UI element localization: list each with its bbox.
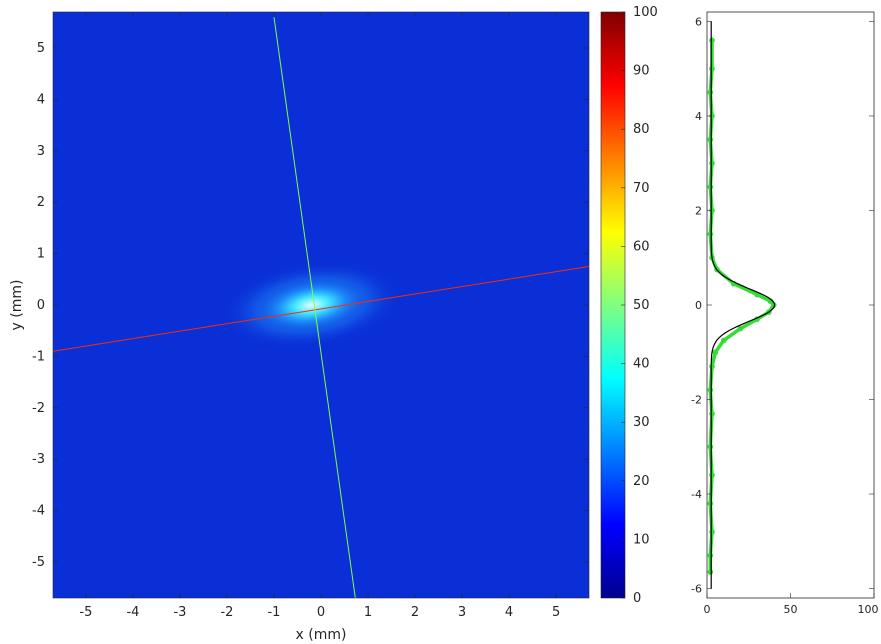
colorbar-tick-label: 10 <box>633 532 650 547</box>
colorbar-tick-label: 20 <box>633 474 650 489</box>
y-tick-label: 1 <box>37 247 45 262</box>
colorbar-tick-label: 90 <box>633 64 650 79</box>
x-tick-label: 1 <box>364 605 372 620</box>
profile-x-ticks: 0 50 100 <box>704 593 879 616</box>
y-tick-label: -3 <box>32 452 45 467</box>
y-tick-label: 4 <box>37 92 45 107</box>
colorbar-tick-label: 30 <box>633 415 650 430</box>
profile-data-point <box>709 37 715 44</box>
colorbar-tick-label: 70 <box>633 181 650 196</box>
beam-spot <box>255 277 368 333</box>
x-tick-label: -4 <box>126 605 139 620</box>
heatmap-plot: -5 -4 -3 -2 -1 0 1 2 3 4 5 5 4 3 2 1 0 -1 -2 -3 -4 -5 x (mm)… <box>9 11 590 643</box>
x-tick-label: 0 <box>317 605 325 620</box>
heatmap-x-label: x (mm) <box>296 627 347 643</box>
profile-data-point <box>707 569 714 575</box>
profile-data-point <box>707 89 714 96</box>
profile-data-point <box>707 552 714 559</box>
profile-x-tick-label: 50 <box>784 603 798 616</box>
x-tick-label: 2 <box>411 605 419 620</box>
profile-data-point <box>709 65 715 72</box>
x-tick-label: -3 <box>173 605 186 620</box>
x-tick-label: 5 <box>552 605 560 620</box>
profile-data-point <box>709 529 715 535</box>
colorbar-tick-label: 100 <box>633 5 658 20</box>
profile-data-point <box>709 363 715 370</box>
colorbar-tick-label: 40 <box>633 357 650 372</box>
profile-data-point <box>720 337 727 344</box>
colorbar-tick-label: 0 <box>633 591 641 606</box>
profile-data-point <box>712 349 719 356</box>
profile-x-tick-label: 100 <box>858 603 879 616</box>
red-axis-line <box>53 265 589 352</box>
x-tick-label: -5 <box>79 605 92 620</box>
y-tick-label: -1 <box>32 349 45 364</box>
x-tick-label: 3 <box>458 605 466 620</box>
profile-data-point <box>707 184 714 190</box>
heatmap-y-label: y (mm) <box>9 280 25 331</box>
x-tick-label: -2 <box>220 605 233 620</box>
profile-data-point <box>709 410 715 417</box>
profile-y-tick-label: -2 <box>691 394 702 407</box>
profile-y-tick-label: -4 <box>691 488 702 501</box>
profile-data-point <box>707 500 714 507</box>
profile-y-tick-label: 2 <box>695 204 702 217</box>
heatmap-y-ticks: 5 4 3 2 1 0 -1 -2 -3 -4 -5 <box>32 41 589 570</box>
profile-data-point <box>737 325 744 332</box>
profile-data-point <box>707 136 714 143</box>
profile-y-tick-label: 6 <box>695 15 702 28</box>
x-tick-label: 4 <box>505 605 513 620</box>
y-tick-label: 5 <box>37 41 45 56</box>
y-tick-label: -2 <box>32 401 45 416</box>
profile-frame <box>706 11 875 599</box>
profile-data-point <box>709 472 715 478</box>
profile-y-tick-label: 4 <box>695 110 702 123</box>
profile-y-tick-label: 0 <box>695 299 702 312</box>
profile-plot: 0 50 100 6 4 2 0 -2 -4 -6 <box>691 11 879 616</box>
y-tick-label: -5 <box>32 555 45 570</box>
colorbar-tick-label: 80 <box>633 122 650 137</box>
profile-data-point <box>707 443 714 450</box>
profile-data-point <box>709 160 715 167</box>
x-tick-label: -1 <box>267 605 280 620</box>
y-tick-label: -4 <box>32 504 45 519</box>
heatmap-x-ticks: -5 -4 -3 -2 -1 0 1 2 3 4 5 <box>79 12 560 620</box>
colorbar-tick-label: 50 <box>633 298 650 313</box>
y-tick-label: 0 <box>37 298 45 313</box>
y-tick-label: 2 <box>37 195 45 210</box>
y-tick-label: 3 <box>37 144 45 159</box>
profile-data-point <box>707 387 714 393</box>
profile-x-tick-label: 0 <box>704 603 711 616</box>
profile-y-ticks: 6 4 2 0 -2 -4 -6 <box>691 15 874 596</box>
profile-y-tick-label: -6 <box>691 583 702 596</box>
green-axis-line <box>273 17 356 598</box>
profile-data-point <box>707 231 714 237</box>
profile-data-point <box>771 302 777 308</box>
colorbar-tick-label: 60 <box>633 239 650 254</box>
